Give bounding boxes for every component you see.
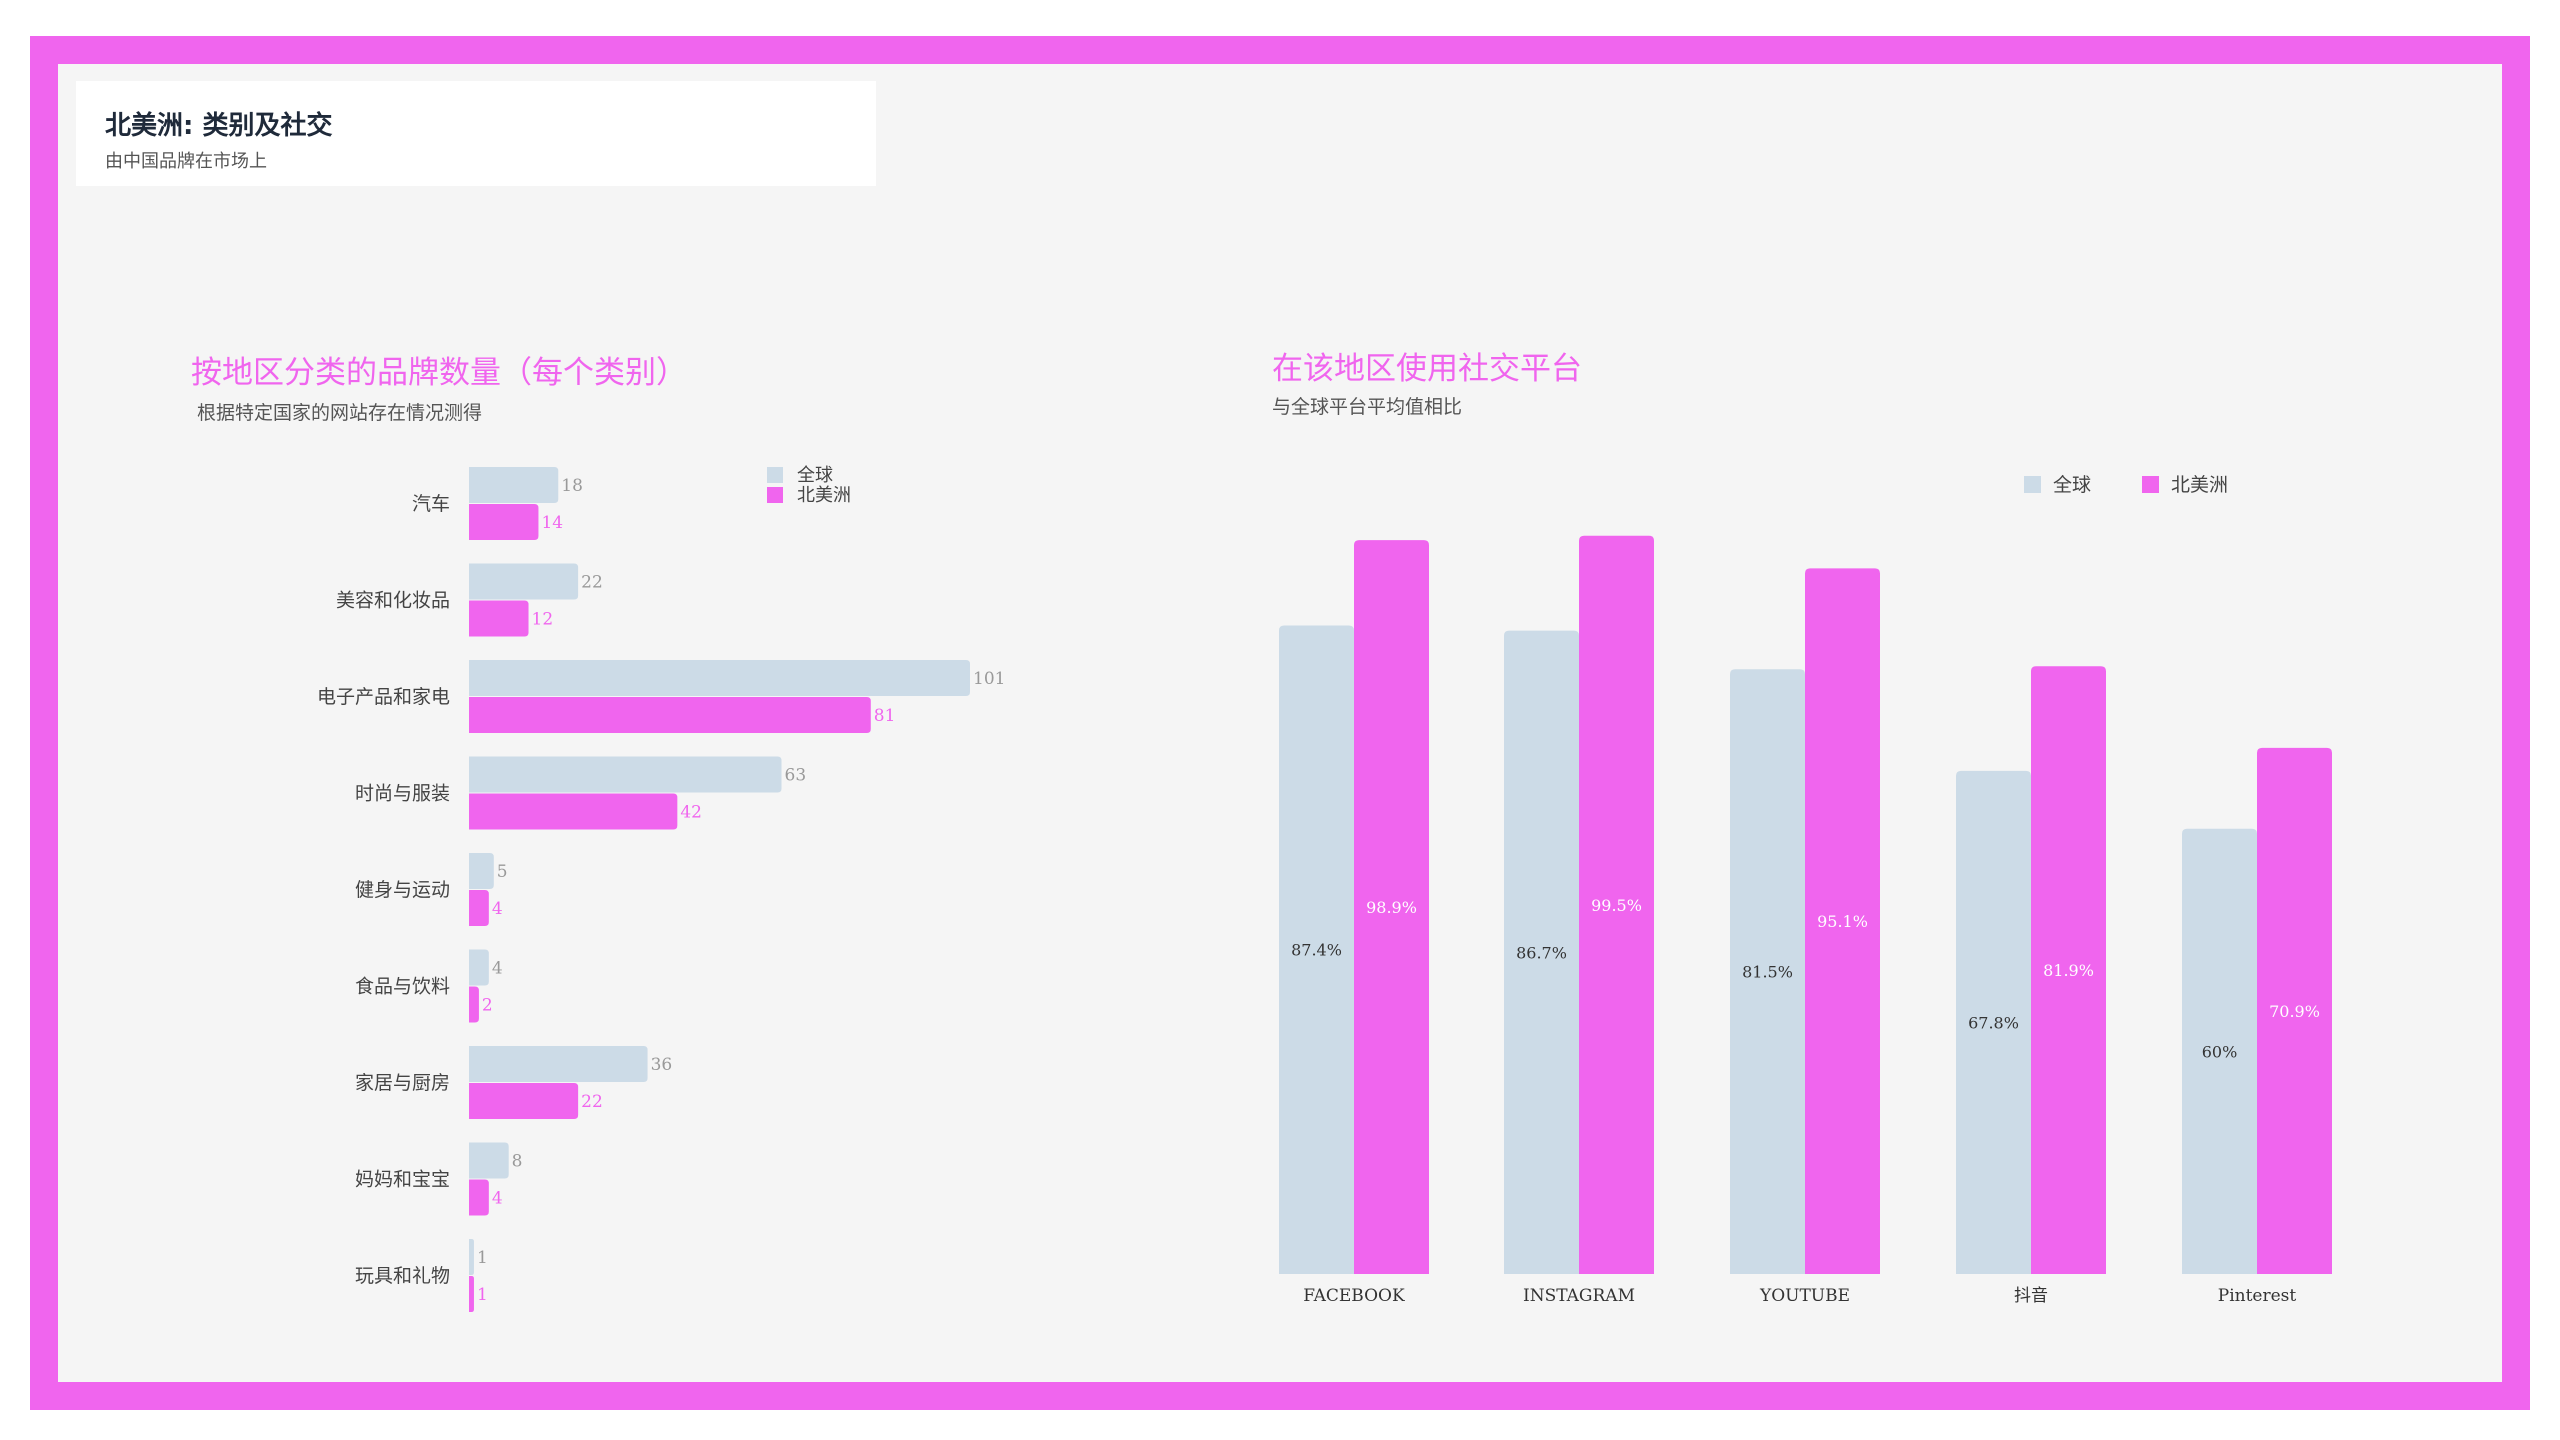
page-subtitle: 由中国品牌在市场上 — [105, 151, 267, 172]
bar-north-america — [469, 1276, 474, 1312]
bar-north-america — [2031, 666, 2106, 1274]
category-label: 家居与厨房 — [355, 1072, 450, 1094]
value-label-global: 1 — [477, 1248, 488, 1268]
legend-label-north-america: 北美洲 — [797, 485, 851, 506]
bar-north-america — [469, 1083, 579, 1119]
category-label: 电子产品和家电 — [317, 686, 450, 708]
value-label-global: 36 — [651, 1055, 673, 1075]
value-label-north-america: 2 — [482, 996, 493, 1016]
category-label: FACEBOOK — [1303, 1286, 1405, 1306]
category-label: 玩具和礼物 — [355, 1265, 450, 1287]
page-title: 北美洲: 类别及社交 — [105, 111, 333, 141]
value-label-global: 67.8% — [1968, 1013, 2019, 1032]
legend-swatch-north-america — [2142, 476, 2159, 493]
category-label: 妈妈和宝宝 — [355, 1169, 450, 1191]
value-label-north-america: 4 — [492, 1189, 503, 1209]
value-label-global: 63 — [785, 766, 807, 786]
value-label-north-america: 95.1% — [1817, 912, 1868, 931]
bar-north-america — [1805, 568, 1880, 1274]
value-label-global: 5 — [497, 862, 508, 882]
value-label-global: 81.5% — [1742, 963, 1793, 982]
category-label: 健身与运动 — [355, 879, 450, 901]
value-label-north-america: 81.9% — [2043, 961, 2094, 980]
bar-global — [469, 1046, 648, 1082]
legend-label-global: 全球 — [797, 465, 833, 486]
bar-north-america — [469, 793, 678, 830]
value-label-north-america: 22 — [581, 1092, 603, 1112]
value-label-global: 18 — [561, 476, 583, 496]
category-label: INSTAGRAM — [1523, 1286, 1635, 1306]
bar-north-america — [469, 1179, 489, 1216]
value-label-north-america: 4 — [492, 899, 503, 919]
category-label: 时尚与服装 — [355, 783, 450, 805]
bar-global — [469, 1239, 474, 1275]
value-label-north-america: 98.9% — [1366, 898, 1417, 917]
value-label-north-america: 99.5% — [1591, 896, 1642, 915]
value-label-north-america: 70.9% — [2269, 1002, 2320, 1021]
value-label-north-america: 81 — [874, 706, 896, 726]
bar-north-america — [469, 986, 479, 1023]
bar-north-america — [1579, 535, 1654, 1274]
bar-north-america — [2257, 747, 2332, 1274]
title-card: 北美洲: 类别及社交 由中国品牌在市场上 — [76, 81, 876, 186]
bar-global — [469, 563, 579, 600]
value-label-global: 101 — [973, 669, 1005, 689]
bar-north-america — [469, 890, 489, 926]
category-label: 抖音 — [2014, 1286, 2048, 1306]
category-chart-title: 按地区分类的品牌数量（每个类别） — [191, 355, 687, 391]
category-chart-subtitle: 根据特定国家的网站存在情况测得 — [197, 402, 483, 424]
legend-swatch-north-america — [767, 487, 783, 503]
value-label-global: 60% — [2202, 1042, 2238, 1061]
bar-north-america — [469, 600, 529, 637]
value-label-global: 22 — [581, 573, 603, 593]
bar-global — [2182, 828, 2257, 1274]
bar-north-america — [1354, 540, 1429, 1274]
value-label-global: 8 — [512, 1152, 523, 1172]
value-label-global: 4 — [492, 959, 503, 979]
bar-global — [469, 949, 489, 986]
social-chart-title: 在该地区使用社交平台 — [1272, 351, 1582, 387]
bar-global — [1504, 630, 1579, 1274]
category-label: 汽车 — [412, 493, 450, 515]
social-chart-subtitle: 与全球平台平均值相比 — [1272, 396, 1463, 418]
legend-label-global: 全球 — [2053, 474, 2091, 496]
category-label: YOUTUBE — [1759, 1286, 1850, 1306]
value-label-north-america: 1 — [477, 1285, 488, 1305]
value-label-north-america: 12 — [532, 610, 554, 630]
bar-global — [469, 467, 559, 503]
category-label: Pinterest — [2218, 1286, 2297, 1306]
bar-global — [1956, 770, 2031, 1274]
bar-north-america — [469, 504, 539, 540]
bar-global — [1730, 669, 1805, 1274]
category-label: 食品与饮料 — [355, 976, 450, 998]
value-label-global: 87.4% — [1291, 941, 1342, 960]
bar-global — [469, 660, 970, 696]
legend-swatch-global — [2024, 476, 2041, 493]
bar-global — [469, 853, 494, 889]
legend-swatch-global — [767, 467, 783, 483]
value-label-north-america: 14 — [541, 513, 563, 533]
value-label-global: 86.7% — [1516, 943, 1567, 962]
category-label: 美容和化妆品 — [336, 590, 450, 612]
legend-label-north-america: 北美洲 — [2171, 474, 2228, 496]
bar-north-america — [469, 697, 871, 733]
bar-global — [1279, 625, 1354, 1274]
value-label-north-america: 42 — [680, 803, 702, 823]
bar-global — [469, 1142, 509, 1179]
bar-global — [469, 756, 782, 793]
